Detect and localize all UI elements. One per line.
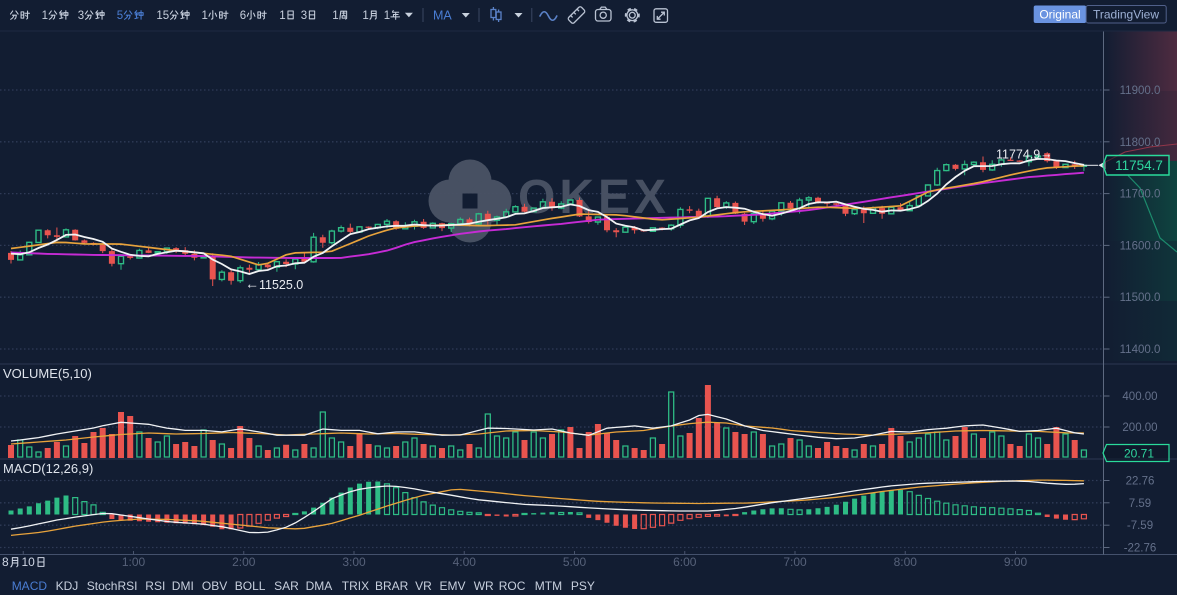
svg-text:-7.59: -7.59 — [1127, 520, 1153, 532]
svg-text:3:00: 3:00 — [342, 555, 366, 569]
svg-text:VOLUME(5,10): VOLUME(5,10) — [3, 366, 92, 381]
svg-text:11754.7: 11754.7 — [1115, 158, 1163, 173]
svg-text:7:00: 7:00 — [783, 555, 807, 569]
svg-text:15: 15 — [156, 10, 169, 22]
svg-text:DMA: DMA — [306, 579, 333, 593]
svg-text:8: 8 — [2, 555, 9, 569]
svg-text:TRIX: TRIX — [342, 579, 369, 593]
svg-text:DMI: DMI — [172, 579, 194, 593]
svg-text:11600.0: 11600.0 — [1120, 240, 1161, 252]
svg-text:11400.0: 11400.0 — [1120, 344, 1161, 356]
svg-text:VR: VR — [415, 579, 432, 593]
svg-text:11525.0: 11525.0 — [259, 278, 303, 292]
svg-text:3: 3 — [301, 10, 307, 22]
svg-text:BOLL: BOLL — [235, 579, 266, 593]
svg-text:1: 1 — [362, 10, 368, 22]
svg-text:11500.0: 11500.0 — [1120, 292, 1161, 304]
svg-text:MACD: MACD — [12, 579, 48, 593]
svg-text:11700.0: 11700.0 — [1120, 189, 1161, 201]
svg-text:RSI: RSI — [145, 579, 165, 593]
svg-text:5:00: 5:00 — [563, 555, 587, 569]
svg-text:2:00: 2:00 — [232, 555, 256, 569]
svg-text:1:00: 1:00 — [122, 555, 146, 569]
svg-text:SAR: SAR — [274, 579, 299, 593]
svg-text:8:00: 8:00 — [894, 555, 918, 569]
svg-text:200.00: 200.00 — [1122, 422, 1157, 434]
svg-text:EMV: EMV — [440, 579, 466, 593]
svg-text:1: 1 — [42, 10, 48, 22]
svg-text:1: 1 — [332, 10, 338, 22]
svg-text:20.71: 20.71 — [1124, 447, 1154, 461]
svg-text:1: 1 — [279, 10, 285, 22]
svg-text:MACD(12,26,9): MACD(12,26,9) — [3, 461, 93, 476]
svg-text:BRAR: BRAR — [375, 579, 409, 593]
svg-text:OKEX: OKEX — [518, 171, 670, 224]
svg-text:22.76: 22.76 — [1126, 476, 1155, 488]
svg-text:5: 5 — [117, 10, 123, 22]
svg-text:1: 1 — [202, 10, 208, 22]
svg-text:7.59: 7.59 — [1129, 498, 1151, 510]
svg-text:←: ← — [245, 276, 259, 292]
svg-text:MTM: MTM — [535, 579, 562, 593]
svg-text:ROC: ROC — [499, 579, 526, 593]
svg-text:Original: Original — [1039, 7, 1080, 21]
svg-text:StochRSI: StochRSI — [87, 579, 138, 593]
svg-text:11900.0: 11900.0 — [1120, 85, 1161, 97]
svg-text:KDJ: KDJ — [56, 579, 79, 593]
svg-text:TradingView: TradingView — [1093, 7, 1159, 21]
svg-text:10: 10 — [22, 555, 36, 569]
svg-text:11774.9: 11774.9 — [996, 148, 1040, 162]
svg-text:9:00: 9:00 — [1004, 555, 1028, 569]
svg-text:11800.0: 11800.0 — [1120, 137, 1161, 149]
svg-text:3: 3 — [78, 10, 84, 22]
svg-text:6:00: 6:00 — [673, 555, 697, 569]
svg-text:400.00: 400.00 — [1122, 391, 1157, 403]
svg-text:-22.76: -22.76 — [1124, 543, 1157, 555]
svg-text:4:00: 4:00 — [453, 555, 477, 569]
svg-text:OBV: OBV — [202, 579, 227, 593]
svg-text:6: 6 — [240, 10, 246, 22]
svg-text:WR: WR — [474, 579, 494, 593]
svg-text:1: 1 — [384, 10, 390, 22]
svg-text:PSY: PSY — [571, 579, 595, 593]
svg-text:MA: MA — [433, 9, 452, 23]
svg-text:→: → — [1040, 147, 1053, 161]
